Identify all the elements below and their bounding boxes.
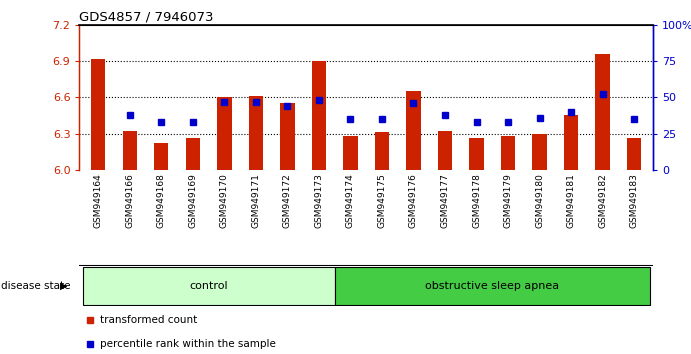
Text: GSM949182: GSM949182	[598, 173, 607, 228]
Text: GSM949164: GSM949164	[94, 173, 103, 228]
Text: GSM949178: GSM949178	[472, 173, 481, 228]
Bar	[249, 96, 263, 170]
Bar	[154, 143, 169, 170]
FancyBboxPatch shape	[83, 267, 334, 304]
Text: percentile rank within the sample: percentile rank within the sample	[100, 339, 276, 349]
Bar	[186, 138, 200, 170]
Bar	[91, 59, 106, 170]
Bar	[596, 54, 609, 170]
Bar	[406, 91, 421, 170]
Bar	[438, 131, 452, 170]
Text: GSM949180: GSM949180	[535, 173, 544, 228]
Bar	[564, 115, 578, 170]
Text: transformed count: transformed count	[100, 315, 198, 325]
Text: GSM949177: GSM949177	[440, 173, 450, 228]
Text: GSM949175: GSM949175	[377, 173, 386, 228]
Bar	[218, 97, 231, 170]
Text: GSM949172: GSM949172	[283, 173, 292, 228]
Text: GSM949174: GSM949174	[346, 173, 355, 228]
FancyBboxPatch shape	[334, 267, 650, 304]
Bar	[343, 136, 357, 170]
Bar	[501, 136, 515, 170]
Text: GSM949173: GSM949173	[314, 173, 323, 228]
Bar	[281, 103, 294, 170]
Text: GSM949166: GSM949166	[125, 173, 134, 228]
Text: GSM949181: GSM949181	[567, 173, 576, 228]
Bar	[312, 61, 326, 170]
Text: GSM949176: GSM949176	[409, 173, 418, 228]
Text: GSM949169: GSM949169	[189, 173, 198, 228]
Text: disease state: disease state	[1, 281, 70, 291]
Text: obstructive sleep apnea: obstructive sleep apnea	[425, 281, 559, 291]
Text: GSM949183: GSM949183	[630, 173, 638, 228]
Text: GSM949168: GSM949168	[157, 173, 166, 228]
Text: GSM949171: GSM949171	[252, 173, 261, 228]
Bar	[627, 138, 641, 170]
Text: control: control	[189, 281, 228, 291]
Bar	[533, 133, 547, 170]
Bar	[469, 138, 484, 170]
Text: GDS4857 / 7946073: GDS4857 / 7946073	[79, 11, 214, 24]
Text: GSM949170: GSM949170	[220, 173, 229, 228]
Text: ▶: ▶	[60, 281, 68, 291]
Bar	[123, 131, 137, 170]
Text: GSM949179: GSM949179	[504, 173, 513, 228]
Bar	[375, 132, 389, 170]
